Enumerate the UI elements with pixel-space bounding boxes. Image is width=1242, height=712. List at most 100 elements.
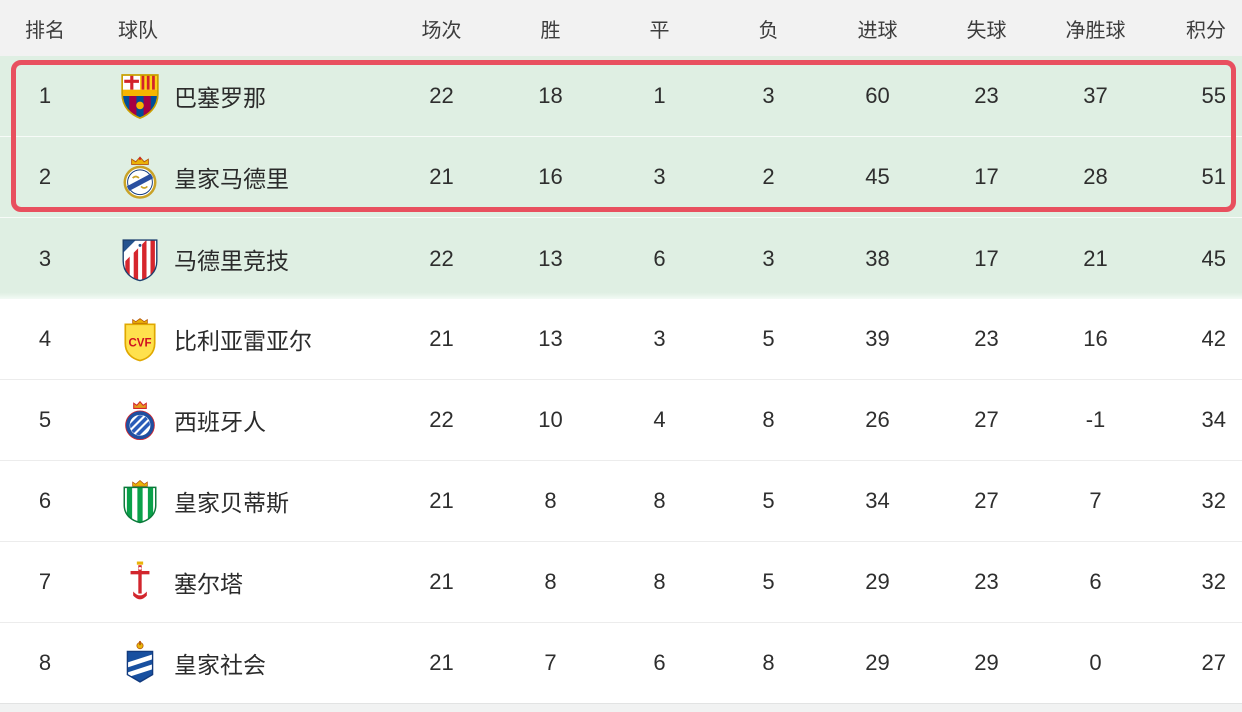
draw-cell: 3 (653, 164, 666, 189)
loss-cell: 8 (762, 407, 775, 432)
played-cell: 22 (429, 245, 454, 271)
betis-logo (118, 476, 162, 526)
draw-cell: 4 (653, 407, 666, 432)
goals-against-cell: 29 (974, 650, 999, 675)
win-cell: 13 (538, 245, 563, 271)
played-cell: 22 (429, 407, 454, 432)
win-cell: 13 (538, 326, 563, 351)
rank-cell: 2 (38, 164, 52, 189)
goals-against-cell: 17 (974, 245, 999, 271)
goals-for-cell: 29 (865, 650, 890, 675)
win-cell: 18 (538, 83, 563, 108)
goals-for-cell: 45 (865, 164, 890, 189)
points-cell: 55 (1201, 83, 1226, 108)
table-row[interactable]: 1 巴塞罗那 22 18 1 3 60 23 37 55 (0, 56, 1242, 137)
team-cell: 皇家贝蒂斯 (90, 476, 387, 526)
win-cell: 8 (544, 488, 557, 513)
win-cell: 7 (544, 650, 557, 675)
draw-cell: 3 (653, 326, 666, 351)
played-cell: 21 (429, 650, 454, 675)
table-row[interactable]: 2 皇家马德里 21 16 3 2 45 17 28 51 (0, 137, 1242, 218)
played-cell: 22 (429, 83, 454, 108)
goals-for-cell: 39 (865, 326, 890, 351)
team-name: 西班牙人 (174, 409, 266, 435)
celta-logo (118, 557, 162, 607)
team-cell: CVF 比利亚雷亚尔 (90, 314, 387, 364)
goals-against-cell: 17 (974, 164, 999, 189)
rank-cell: 4 (38, 326, 52, 351)
goals-against-cell: 23 (974, 326, 999, 351)
column-header-win: 胜 (540, 19, 561, 42)
loss-cell: 3 (762, 245, 775, 271)
points-cell: 32 (1201, 569, 1226, 594)
goal-diff-cell: -1 (1085, 407, 1106, 432)
sociedad-logo (118, 638, 162, 688)
draw-cell: 6 (653, 245, 666, 271)
espanyol-logo (118, 395, 162, 445)
goals-for-cell: 26 (865, 407, 890, 432)
goal-diff-cell: 16 (1083, 326, 1108, 351)
points-cell: 45 (1201, 245, 1226, 271)
rank-cell: 3 (38, 245, 52, 271)
goals-against-cell: 27 (974, 407, 999, 432)
draw-cell: 1 (653, 83, 666, 108)
team-cell: 皇家社会 (90, 638, 387, 688)
atletico-logo (118, 234, 162, 284)
table-header-row: 排名 球队 场次 胜 平 负 进球 失球 净胜球 积分 (0, 0, 1242, 56)
table-row[interactable]: 7 塞尔塔 21 8 8 5 29 23 6 32 (0, 542, 1242, 623)
column-header-draw: 平 (649, 19, 670, 42)
table-row[interactable]: 5 西班牙人 22 10 4 8 26 27 -1 34 (0, 380, 1242, 461)
goals-against-cell: 27 (974, 488, 999, 513)
team-name: 比利亚雷亚尔 (174, 328, 312, 354)
goals-against-cell: 23 (974, 83, 999, 108)
goal-diff-cell: 6 (1089, 569, 1102, 594)
table-body: 1 巴塞罗那 22 18 1 3 60 23 37 55 2 (0, 56, 1242, 704)
rank-cell: 6 (38, 488, 52, 513)
goals-for-cell: 38 (865, 245, 890, 271)
rank-cell: 5 (38, 407, 52, 432)
table-row[interactable]: 3 马德里竞技 22 13 6 3 38 17 21 45 (0, 218, 1242, 299)
loss-cell: 8 (762, 650, 775, 675)
column-header-points: 积分 (1186, 19, 1226, 42)
goals-against-cell: 23 (974, 569, 999, 594)
team-name: 巴塞罗那 (174, 85, 266, 111)
bottom-divider (0, 703, 1242, 712)
team-name: 马德里竞技 (174, 247, 289, 274)
goals-for-cell: 34 (865, 488, 890, 513)
goal-diff-cell: 21 (1083, 245, 1108, 271)
team-cell: 西班牙人 (90, 395, 387, 445)
win-cell: 16 (538, 164, 563, 189)
loss-cell: 5 (762, 569, 775, 594)
rank-cell: 8 (38, 650, 52, 675)
points-cell: 27 (1201, 650, 1226, 675)
played-cell: 21 (429, 326, 454, 351)
rank-cell: 1 (38, 83, 52, 108)
loss-cell: 5 (762, 488, 775, 513)
team-cell: 塞尔塔 (90, 557, 387, 607)
svg-text:CVF: CVF (128, 337, 151, 349)
column-header-goals-against: 失球 (966, 19, 1007, 42)
played-cell: 21 (429, 164, 454, 189)
win-cell: 10 (538, 407, 563, 432)
team-cell: 皇家马德里 (90, 152, 387, 202)
table-row[interactable]: 6 皇家贝蒂斯 21 8 8 5 34 27 7 32 (0, 461, 1242, 542)
goals-for-cell: 29 (865, 569, 890, 594)
points-cell: 42 (1201, 326, 1226, 351)
team-cell: 巴塞罗那 (90, 71, 387, 121)
team-name: 皇家马德里 (174, 166, 289, 192)
goal-diff-cell: 37 (1083, 83, 1108, 108)
goal-diff-cell: 0 (1089, 650, 1102, 675)
table-row[interactable]: 8 皇家社会 21 7 6 8 29 29 0 27 (0, 623, 1242, 704)
team-name: 塞尔塔 (174, 571, 243, 597)
draw-cell: 8 (653, 569, 666, 594)
team-name: 皇家贝蒂斯 (174, 490, 289, 516)
table-row[interactable]: 4 CVF 比利亚雷亚尔 21 13 3 5 39 23 16 42 (0, 299, 1242, 380)
team-cell: 马德里竞技 (90, 234, 387, 284)
column-header-played: 场次 (421, 19, 462, 42)
barcelona-logo (118, 71, 162, 121)
column-header-goals-for: 进球 (857, 19, 898, 42)
column-header-goal-diff: 净胜球 (1065, 19, 1126, 42)
loss-cell: 3 (762, 83, 775, 108)
goal-diff-cell: 28 (1083, 164, 1108, 189)
